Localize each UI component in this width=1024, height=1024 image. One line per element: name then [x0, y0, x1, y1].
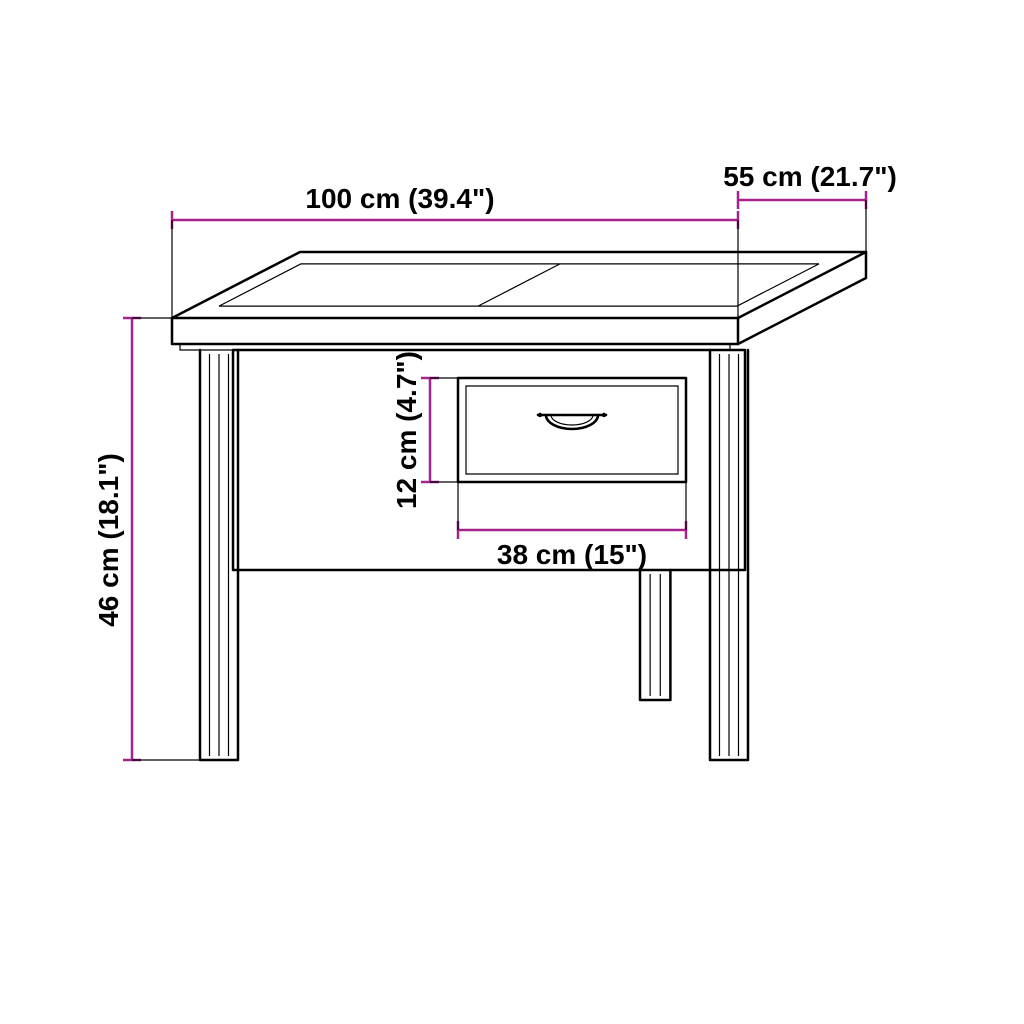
svg-text:55 cm (21.7"): 55 cm (21.7")	[723, 161, 897, 192]
svg-text:100 cm (39.4"): 100 cm (39.4")	[305, 183, 494, 214]
svg-text:38 cm (15"): 38 cm (15")	[497, 539, 647, 570]
svg-text:12 cm (4.7"): 12 cm (4.7")	[391, 351, 422, 509]
svg-text:46 cm (18.1"): 46 cm (18.1")	[93, 453, 124, 627]
